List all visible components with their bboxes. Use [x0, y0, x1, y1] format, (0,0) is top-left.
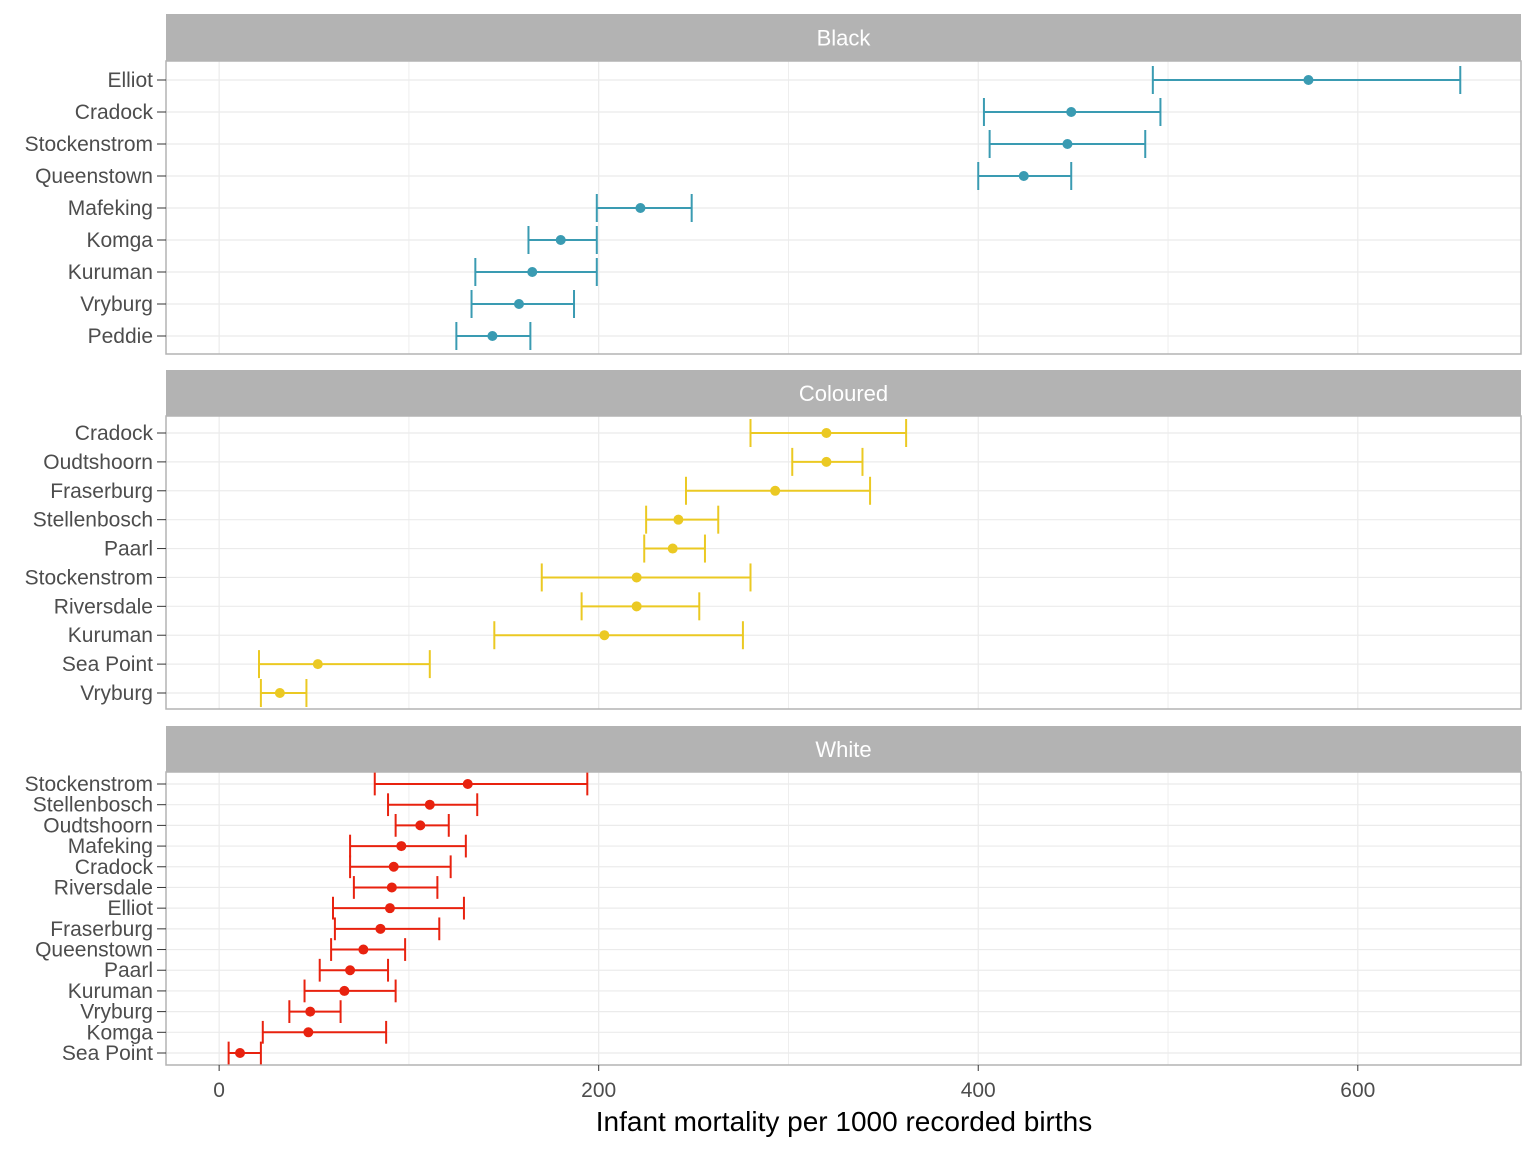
y-tick-label: Kuruman [68, 261, 153, 284]
data-point [1062, 139, 1073, 149]
y-tick-label: Mafeking [68, 835, 153, 858]
data-point [821, 428, 832, 438]
data-point [631, 601, 642, 612]
panel-coloured: Coloured Cradock Oudtshoorn Fraserburg Stell… [25, 370, 1522, 710]
data-point [396, 841, 407, 852]
panel-strip-label: Black [817, 26, 872, 51]
y-tick-label: Cradock [75, 856, 154, 879]
data-point [770, 485, 781, 496]
y-tick-label: Stockenstrom [25, 773, 153, 796]
data-point [462, 779, 473, 789]
y-tick-label: Cradock [75, 101, 154, 124]
y-tick-label: Kuruman [68, 624, 153, 647]
data-point [303, 1027, 314, 1038]
y-tick-label: Stellenbosch [33, 794, 153, 817]
data-point [388, 861, 399, 872]
data-point [513, 299, 524, 309]
data-point [635, 203, 646, 213]
data-point [274, 688, 285, 698]
y-tick-label: Komga [86, 1021, 153, 1044]
data-point [667, 543, 678, 554]
data-point [312, 659, 323, 670]
data-point [345, 965, 356, 976]
y-tick-label: Kuruman [68, 980, 153, 1003]
panel-strip-label: White [815, 737, 871, 762]
y-tick-label: Oudtshoorn [43, 451, 153, 474]
y-tick-label: Queenstown [35, 939, 153, 962]
panel-white: White StockenstromStellenboschOudtshoornM… [25, 726, 1522, 1066]
x-axis-label: Infant mortality per 1000 recorded birth… [596, 1106, 1092, 1137]
data-point [555, 235, 566, 245]
data-point [487, 331, 498, 341]
data-point [305, 1006, 316, 1017]
y-tick-label: Queenstown [35, 165, 153, 188]
x-tick-label: 600 [1340, 1079, 1375, 1102]
panel-strip-label: Coloured [799, 381, 888, 406]
data-point [415, 820, 426, 831]
y-tick-label: Oudtshoorn [43, 814, 153, 837]
y-tick-label: Vryburg [80, 682, 153, 705]
y-tick-label: Peddie [88, 325, 153, 348]
panel-border [165, 771, 1522, 1066]
y-tick-label: Mafeking [68, 197, 153, 220]
x-tick-label: 0 [213, 1079, 225, 1102]
data-point [527, 267, 538, 277]
data-point [1018, 171, 1029, 181]
data-point [424, 799, 435, 810]
y-tick-label: Paarl [104, 959, 153, 982]
x-tick-label: 400 [961, 1079, 996, 1102]
y-tick-label: Stockenstrom [25, 566, 153, 589]
y-tick-label: Paarl [104, 538, 153, 561]
y-tick-label: Fraserburg [50, 480, 153, 503]
y-tick-label: Sea Point [62, 653, 153, 676]
panel-strip [166, 14, 1521, 61]
y-tick-label: Stellenbosch [33, 509, 153, 532]
data-point [631, 572, 642, 583]
panel-border [165, 415, 1522, 710]
data-point [339, 985, 350, 996]
panels-layer: Black Elliot Cradock Stockenstrom Queenstown… [25, 14, 1522, 1066]
data-point [821, 456, 832, 467]
y-tick-label: Stockenstrom [25, 133, 153, 156]
y-tick-label: Sea Point [62, 1042, 153, 1065]
y-tick-label: Komga [86, 229, 153, 252]
y-tick-label: Riversdale [54, 876, 153, 899]
x-tick-label: 200 [581, 1079, 616, 1102]
y-tick-label: Vryburg [80, 1001, 153, 1024]
data-point [235, 1048, 246, 1058]
data-point [1066, 107, 1077, 117]
data-point [599, 630, 610, 641]
y-tick-label: Elliot [107, 69, 153, 92]
y-tick-label: Vryburg [80, 293, 153, 316]
data-point [375, 923, 386, 934]
data-point [1303, 75, 1314, 85]
data-point [673, 514, 684, 525]
panel-strip [166, 370, 1521, 416]
y-tick-label: Riversdale [54, 595, 153, 618]
y-tick-label: Fraserburg [50, 918, 153, 941]
panel-strip [166, 726, 1521, 772]
data-point [358, 944, 369, 955]
x-axis: 0 200 400 600 [213, 1065, 1375, 1102]
data-point [386, 882, 397, 893]
data-point [384, 903, 395, 914]
panel-black: Black Elliot Cradock Stockenstrom Queenstown… [25, 14, 1522, 355]
y-tick-label: Elliot [107, 897, 153, 920]
y-tick-label: Cradock [75, 422, 154, 445]
